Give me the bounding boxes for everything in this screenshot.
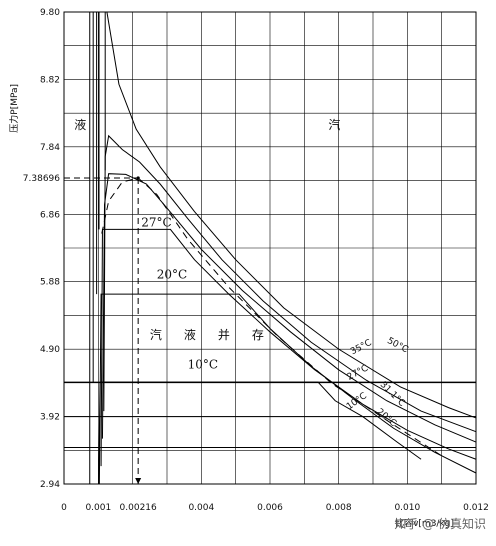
isotherm-line [103, 134, 477, 433]
y-tick-label: 7.84 [40, 143, 60, 153]
isotherm-line [101, 173, 477, 443]
region-label-coexist-char: 存 [252, 328, 264, 342]
region-label-vapor: 汽 [328, 117, 340, 132]
y-axis-label: 压力P[MPa] [8, 84, 20, 133]
y-tick-label: 5.88 [40, 278, 60, 288]
x-tick-label: 0.004 [188, 503, 214, 513]
y-tick-label: 9.80 [40, 8, 60, 18]
isotherm-line [100, 228, 477, 467]
region-label-coexist-char: 并 [218, 328, 230, 342]
isotherm-line [106, 11, 477, 419]
x-axis-label: 比容v[m3/kg] [395, 517, 454, 529]
x-tick-label: 0.006 [257, 503, 283, 513]
x-tick-label: 0.001 [85, 503, 111, 513]
y-tick-label: 6.86 [40, 210, 60, 220]
x-tick-label: 0 [61, 503, 67, 513]
isotherm-label-small: 50°C [385, 336, 409, 355]
x-tick-label: 0.008 [326, 503, 352, 513]
watermark-text: 知乎 @ 仿真知识 [394, 517, 486, 531]
x-tick-label: 0.012 [463, 503, 489, 513]
isotherm-label-27: 27°C [141, 216, 171, 230]
region-label-coexist-char: 液 [184, 327, 196, 342]
isotherm-label-small: 35°C [349, 338, 373, 357]
y-tick-label: 2.94 [40, 480, 60, 490]
isotherm-label-small: 31.1°C [378, 380, 407, 409]
region-label-coexist-char: 汽 [150, 327, 162, 342]
isotherm-label-10: 10°C [188, 357, 218, 371]
x-tick-label: 0.010 [394, 503, 420, 513]
y-tick-label: 7.38696 [23, 174, 60, 184]
isotherm-label-20: 20°C [157, 267, 187, 281]
critical-point [136, 176, 140, 180]
region-label-liquid: 液 [74, 117, 86, 132]
critical-volume-arrow [135, 478, 142, 484]
y-tick-label: 8.82 [40, 75, 60, 85]
y-tick-label: 4.90 [40, 345, 60, 355]
x-tick-label: 0.00216 [120, 503, 157, 513]
saturation-dome-line [101, 177, 442, 457]
y-tick-label: 3.92 [40, 413, 60, 423]
